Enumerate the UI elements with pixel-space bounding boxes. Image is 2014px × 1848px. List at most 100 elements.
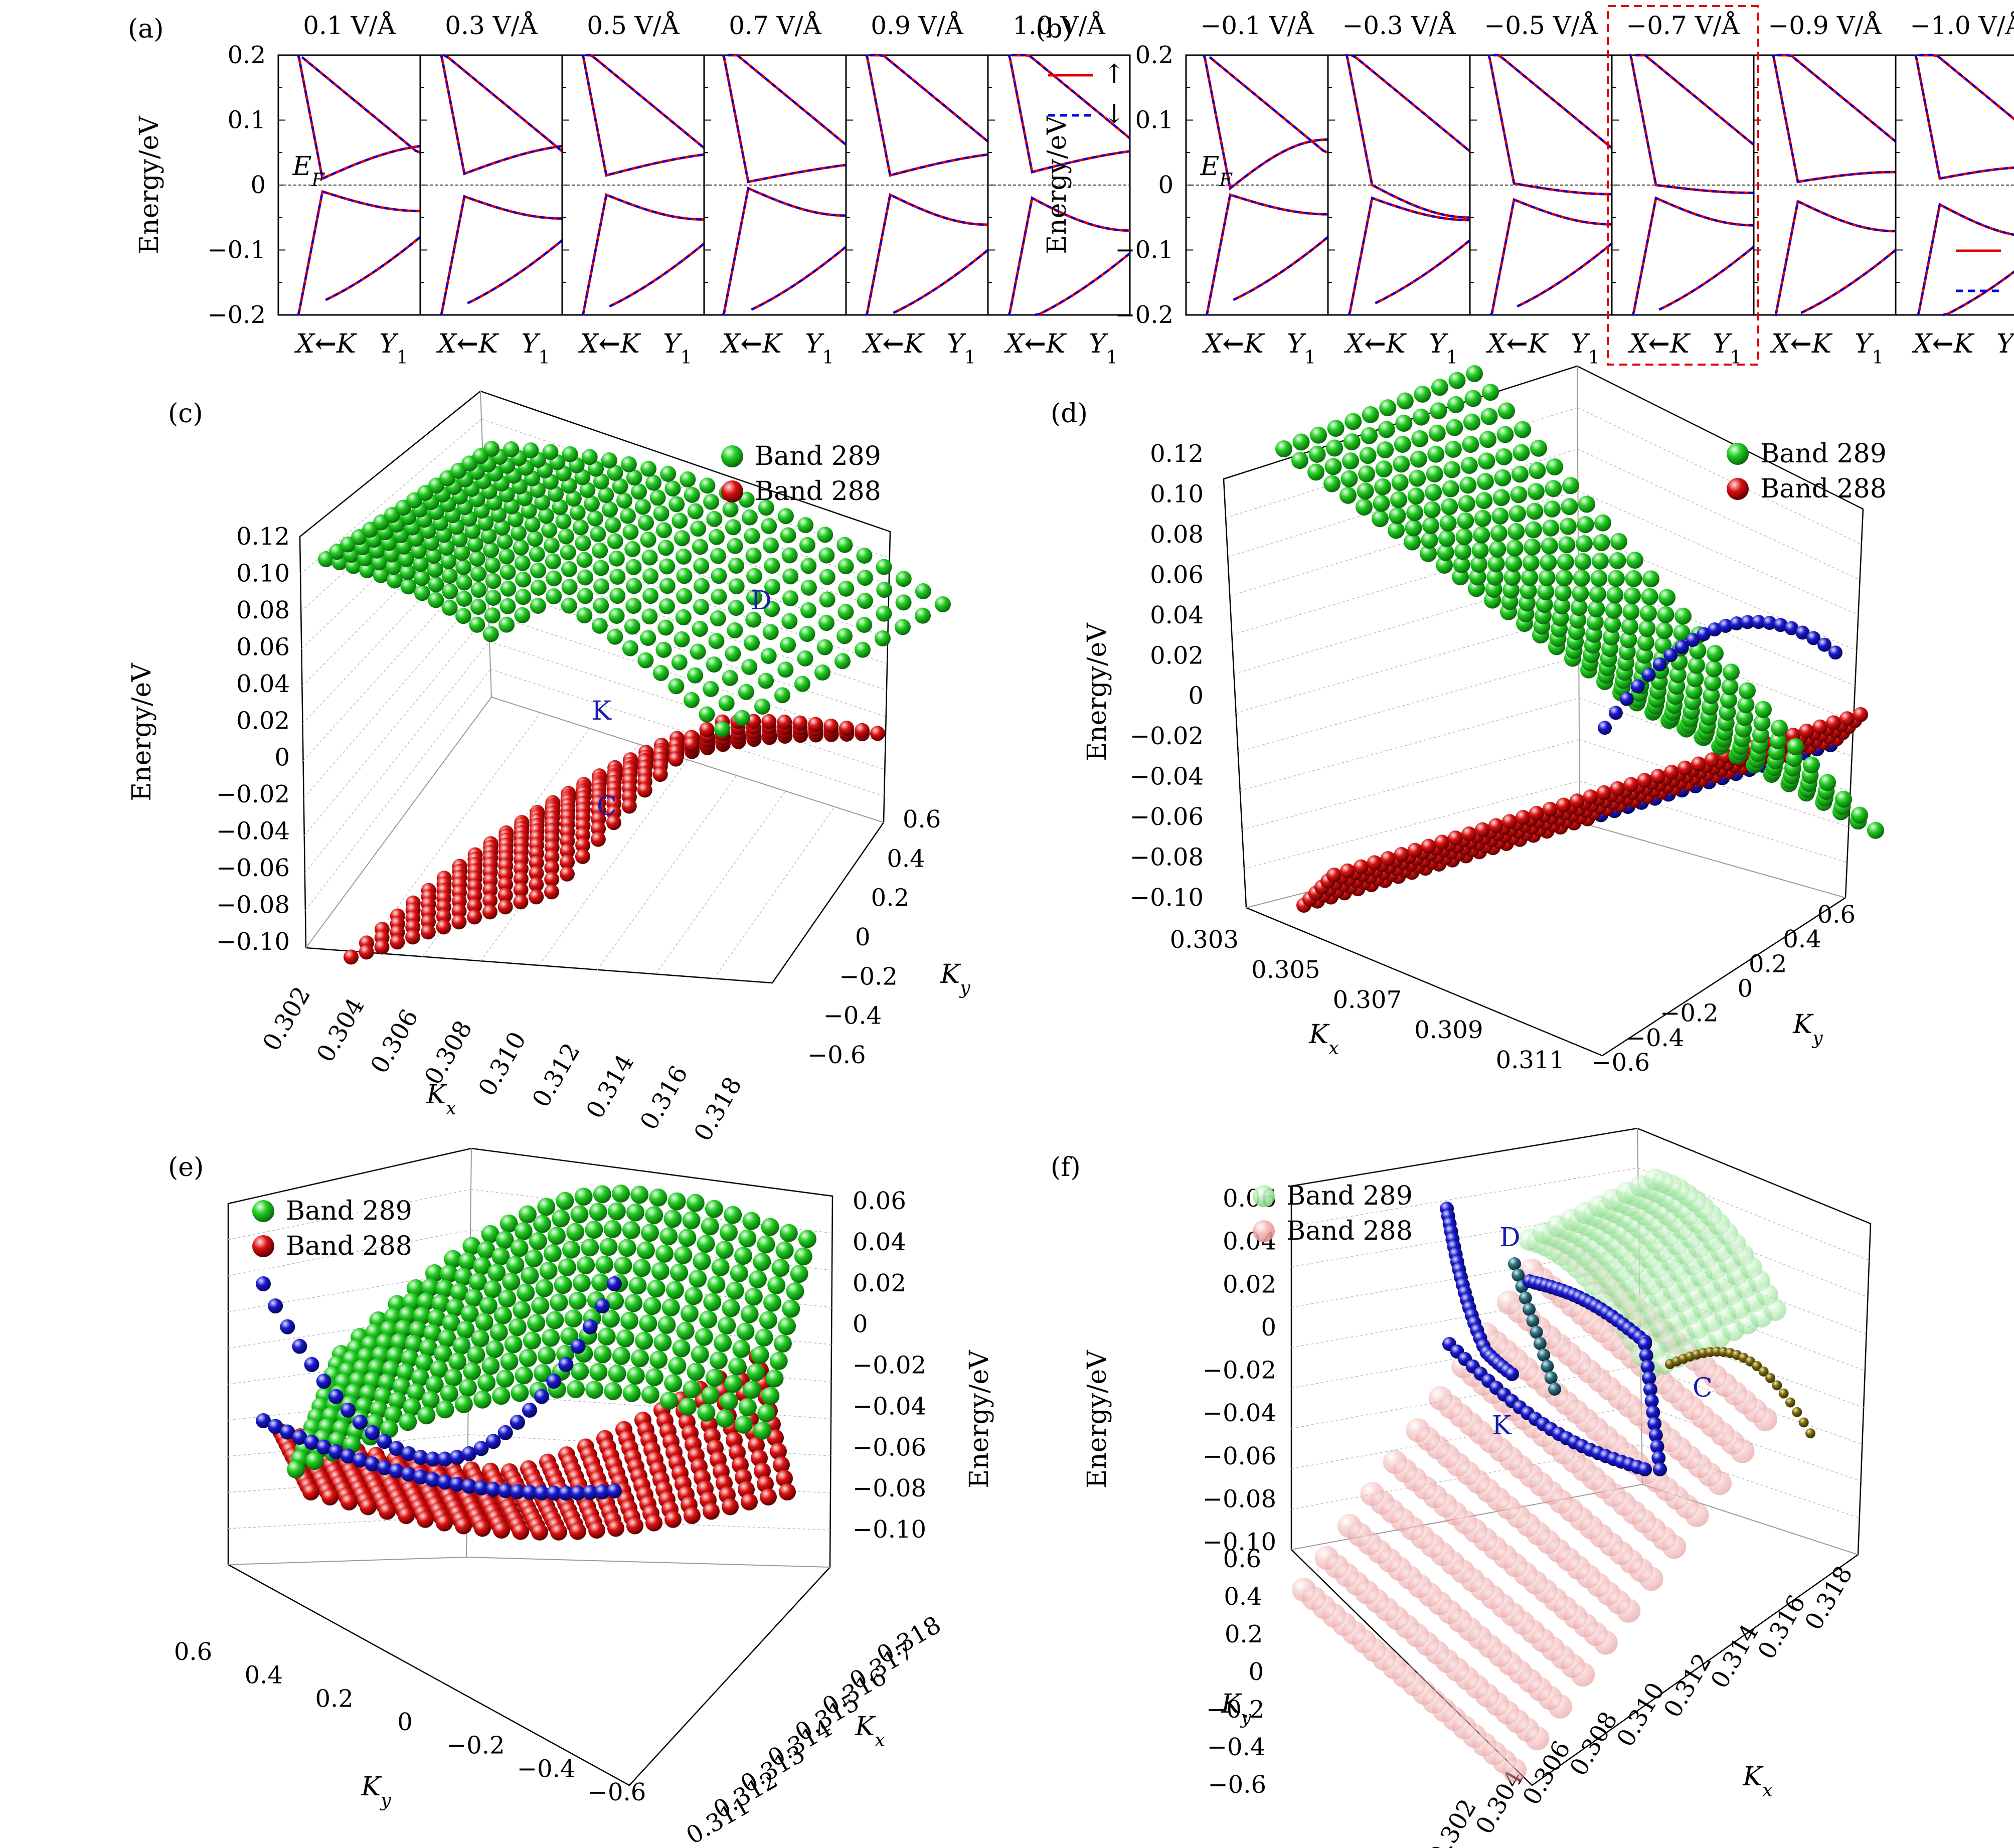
band289-point (659, 558, 676, 575)
y-tick-label: −0.4 (1626, 1024, 1685, 1052)
grid-line (1240, 698, 1579, 791)
olive-line-point (1778, 1388, 1789, 1399)
band289-point (687, 1363, 705, 1381)
band289-point (620, 508, 636, 524)
grid-line (1578, 490, 1859, 616)
nodal-line-point (425, 1451, 440, 1467)
band289-point (541, 522, 558, 538)
y-tick-label: −0.4 (823, 1002, 882, 1030)
band288-point (420, 924, 436, 940)
band289-point (359, 562, 376, 579)
band289-point (427, 1309, 446, 1327)
band289-point (711, 568, 727, 584)
nodal-line-point (268, 1298, 283, 1314)
band289-point (1669, 666, 1687, 684)
valence-band-down (1631, 197, 1754, 315)
band288-point (467, 909, 482, 925)
panel-label: (c) (168, 399, 203, 429)
band288-point (405, 929, 421, 945)
band289-point (1769, 732, 1787, 750)
band289-point (456, 574, 472, 591)
nodal-line-point (1630, 679, 1645, 694)
valence-band-down (1490, 198, 1612, 316)
band289-point (543, 1244, 562, 1263)
legend-label-band288: Band 288 (286, 1231, 412, 1261)
band289-point (585, 1381, 604, 1399)
band289-point (1470, 556, 1488, 573)
band289-point (1324, 458, 1342, 475)
y-tick-label: 0.4 (1224, 1583, 1262, 1611)
band289-point (1474, 510, 1491, 527)
k-path-label: X←K (1769, 328, 1833, 359)
band289-point (1454, 543, 1472, 560)
nodal-line-point (1653, 1462, 1667, 1476)
band289-point (674, 1246, 693, 1264)
band289-point (641, 549, 658, 566)
y-tick-label: 0.4 (1783, 925, 1821, 953)
band289-point (576, 552, 593, 568)
band289-point (385, 559, 402, 575)
band288-point (1664, 764, 1680, 780)
z-tick-label: 0.06 (236, 633, 290, 661)
band289-point (1292, 433, 1310, 451)
nodal-line-point (485, 1481, 501, 1497)
band288-point (588, 1522, 605, 1539)
band289-point (608, 1364, 626, 1383)
band289-point (1310, 426, 1327, 444)
band289-point (741, 658, 758, 675)
band289-point (562, 446, 578, 462)
band289-point (1327, 420, 1345, 437)
z-tick-label: 0 (1261, 1313, 1276, 1341)
band289-point (660, 465, 677, 482)
band289-point (1441, 498, 1458, 516)
band289-point (630, 1186, 649, 1204)
band289-point (1323, 475, 1340, 492)
band289-point (1487, 555, 1505, 573)
legend-label-band288: Band 288 (1760, 474, 1887, 504)
band289-point (645, 1206, 663, 1225)
nodal-line-point (1817, 637, 1832, 652)
upper-band-down (870, 54, 989, 142)
band289-point (782, 568, 799, 585)
x-tick-label: 0.312 (527, 1039, 586, 1112)
band289-point (618, 1239, 636, 1257)
band289-point (738, 1398, 757, 1417)
x-tick-label: 0.306 (365, 1004, 424, 1078)
band289-point (645, 1368, 663, 1387)
conduction-band-up (1914, 55, 2014, 180)
band289-point (718, 1316, 736, 1335)
band289-point (1503, 569, 1521, 586)
z-tick-label: 0.04 (1150, 601, 1204, 629)
band289-point (876, 559, 892, 575)
z-axis-label: Energy/eV (127, 662, 157, 801)
lower-band-up (609, 242, 705, 308)
band289-point (683, 1380, 701, 1399)
axes-edge (1579, 822, 1846, 898)
upper-band-down (1777, 54, 1897, 142)
band289-point (498, 548, 515, 565)
band289-point (1510, 486, 1528, 503)
band289-point (1604, 615, 1621, 633)
band289-point (410, 543, 427, 559)
band289-point (469, 550, 485, 567)
band289-point (1525, 521, 1542, 539)
lower-band-down (609, 243, 705, 307)
band288-point (779, 1483, 796, 1500)
band289-point (676, 1321, 695, 1340)
band289-point (760, 648, 777, 664)
legend-spin-down-label: ↓ (2011, 275, 2014, 305)
band289-point (519, 1349, 537, 1367)
band289-point (800, 602, 816, 619)
band289-point (680, 471, 696, 488)
band288-point (757, 1475, 774, 1493)
band289-point (442, 583, 458, 600)
band289-point (431, 1294, 450, 1313)
grid-line (1291, 1207, 1639, 1267)
y-axis-label: Ky (361, 1772, 391, 1811)
band288-point (652, 767, 668, 782)
legend-label-band289: Band 289 (1286, 1181, 1413, 1211)
band289-point (1507, 523, 1525, 540)
band289-point (799, 626, 815, 642)
band288-point (544, 884, 559, 900)
band289-point (1621, 618, 1638, 635)
